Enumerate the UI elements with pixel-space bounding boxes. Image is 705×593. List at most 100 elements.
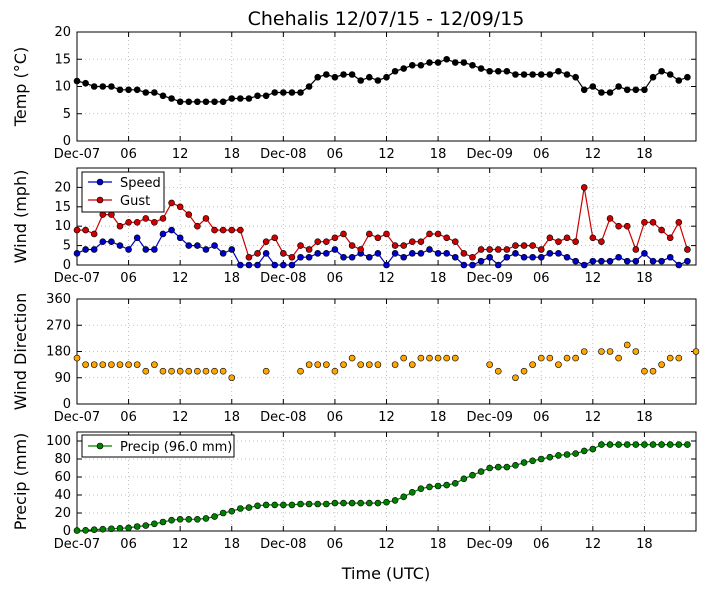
data-point — [194, 222, 201, 230]
x-tick-label: 06 — [327, 271, 344, 286]
data-point — [391, 242, 399, 249]
data-point — [460, 261, 468, 269]
data-point — [323, 238, 330, 246]
data-point — [125, 246, 132, 253]
data-point — [202, 515, 210, 522]
data-point — [323, 500, 330, 508]
x-tick-label: 06 — [327, 147, 344, 162]
data-point — [271, 234, 279, 242]
y-tick-label: 5 — [63, 239, 71, 254]
data-point — [520, 459, 528, 466]
legend-box — [81, 434, 235, 458]
data-point — [529, 242, 536, 249]
data-point — [598, 441, 605, 448]
data-point — [434, 482, 442, 490]
data-point — [211, 98, 218, 106]
data-point — [434, 250, 442, 257]
x-tick-label: 12 — [378, 537, 395, 552]
data-point — [606, 441, 614, 448]
data-point — [615, 441, 622, 448]
data-point — [512, 242, 519, 249]
data-point — [219, 98, 227, 106]
data-point — [443, 481, 450, 489]
data-point — [297, 367, 304, 375]
data-point — [185, 367, 193, 375]
data-point — [305, 246, 313, 253]
data-point — [82, 226, 89, 234]
x-tick-label: 18 — [223, 537, 240, 552]
data-point — [469, 61, 476, 69]
data-point — [555, 238, 562, 246]
data-point — [649, 257, 657, 265]
data-point — [546, 453, 554, 461]
x-tick-label: Dec-07 — [54, 537, 100, 552]
data-point — [408, 488, 416, 496]
data-point — [606, 257, 614, 265]
data-point — [176, 203, 184, 211]
y-tick-label: 360 — [46, 292, 71, 307]
data-point — [237, 261, 244, 269]
data-point — [202, 246, 210, 253]
data-point — [237, 226, 244, 234]
data-point — [520, 71, 528, 78]
data-point — [546, 234, 554, 242]
data-point — [408, 61, 416, 69]
data-point — [271, 501, 279, 509]
data-point — [589, 445, 597, 453]
data-point — [503, 246, 511, 253]
x-tick-label: Dec-08 — [260, 271, 306, 286]
data-point — [151, 520, 158, 528]
data-point — [297, 500, 304, 508]
data-point — [211, 513, 218, 520]
data-point — [73, 354, 81, 362]
data-point — [340, 361, 347, 368]
data-point — [666, 71, 674, 78]
data-point — [632, 246, 640, 253]
data-point — [675, 441, 683, 448]
data-point — [598, 348, 605, 355]
data-point — [340, 253, 347, 261]
data-point — [512, 461, 519, 469]
x-tick-label: 12 — [172, 537, 189, 552]
data-point — [323, 361, 330, 368]
data-point — [305, 253, 313, 261]
data-point — [477, 246, 485, 253]
data-point — [228, 246, 236, 253]
legend-marker — [96, 178, 104, 186]
x-tick-label: 18 — [223, 410, 240, 425]
data-point — [297, 253, 304, 261]
data-point — [108, 83, 115, 90]
data-point — [142, 246, 150, 253]
data-point — [151, 219, 158, 226]
data-point — [348, 242, 356, 249]
data-point — [90, 361, 98, 368]
data-point — [434, 230, 442, 238]
data-point — [426, 483, 433, 491]
y-tick-label: 10 — [54, 219, 71, 234]
data-point — [331, 73, 339, 81]
data-point — [408, 361, 416, 368]
data-point — [383, 230, 390, 238]
series-line — [76, 58, 688, 103]
data-point — [555, 250, 562, 257]
x-tick-label: 12 — [378, 271, 395, 286]
x-tick-label: Dec-09 — [466, 410, 512, 425]
data-point — [374, 499, 382, 507]
x-tick-label: 12 — [378, 410, 395, 425]
data-point — [185, 98, 193, 106]
data-point — [546, 71, 554, 78]
data-point — [658, 226, 665, 234]
data-point — [202, 98, 210, 106]
data-point — [331, 234, 339, 242]
data-point — [168, 199, 175, 207]
data-point — [254, 92, 261, 100]
y-tick-label: 100 — [46, 434, 71, 449]
data-point — [632, 86, 640, 94]
data-point — [391, 67, 399, 75]
data-point — [125, 524, 132, 532]
data-point — [649, 367, 657, 375]
data-point — [159, 92, 167, 100]
data-point — [297, 242, 304, 249]
data-point — [99, 361, 107, 368]
data-point — [323, 250, 330, 257]
